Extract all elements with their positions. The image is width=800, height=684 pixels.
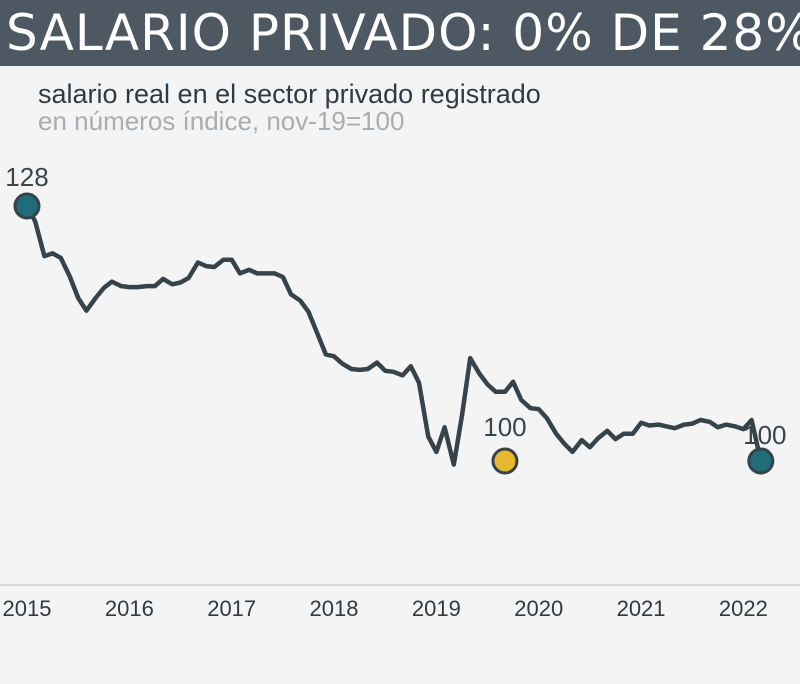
x-axis-ticks: 2015 2016 2017 2018 2019 2020 2021 2022 (3, 596, 768, 621)
chart-units-note: en números índice, nov-19=100 (38, 106, 405, 136)
marker-start (13, 192, 41, 220)
chart-title: SALARIO PRIVADO: 0% DE 28% (6, 4, 800, 62)
x-tick-label: 2020 (514, 596, 563, 621)
x-tick-label: 2019 (412, 596, 461, 621)
chart-subtitle: salario real en el sector privado regist… (38, 79, 541, 109)
data-label-end: 100 (743, 420, 786, 450)
data-label-start: 128 (5, 162, 48, 192)
x-tick-label: 2017 (207, 596, 256, 621)
marker-end (747, 447, 775, 475)
data-label-nov-19: 100 (483, 412, 526, 442)
series-line (24, 203, 764, 467)
x-tick-label: 2021 (617, 596, 666, 621)
x-tick-label: 2022 (719, 596, 768, 621)
annotation-markers: 128 100 100 (5, 162, 787, 475)
x-tick-label: 2015 (3, 596, 52, 621)
x-tick-label: 2018 (310, 596, 359, 621)
x-tick-label: 2016 (105, 596, 154, 621)
title-bar: SALARIO PRIVADO: 0% DE 28% (0, 0, 800, 66)
marker-nov-19 (491, 447, 519, 475)
